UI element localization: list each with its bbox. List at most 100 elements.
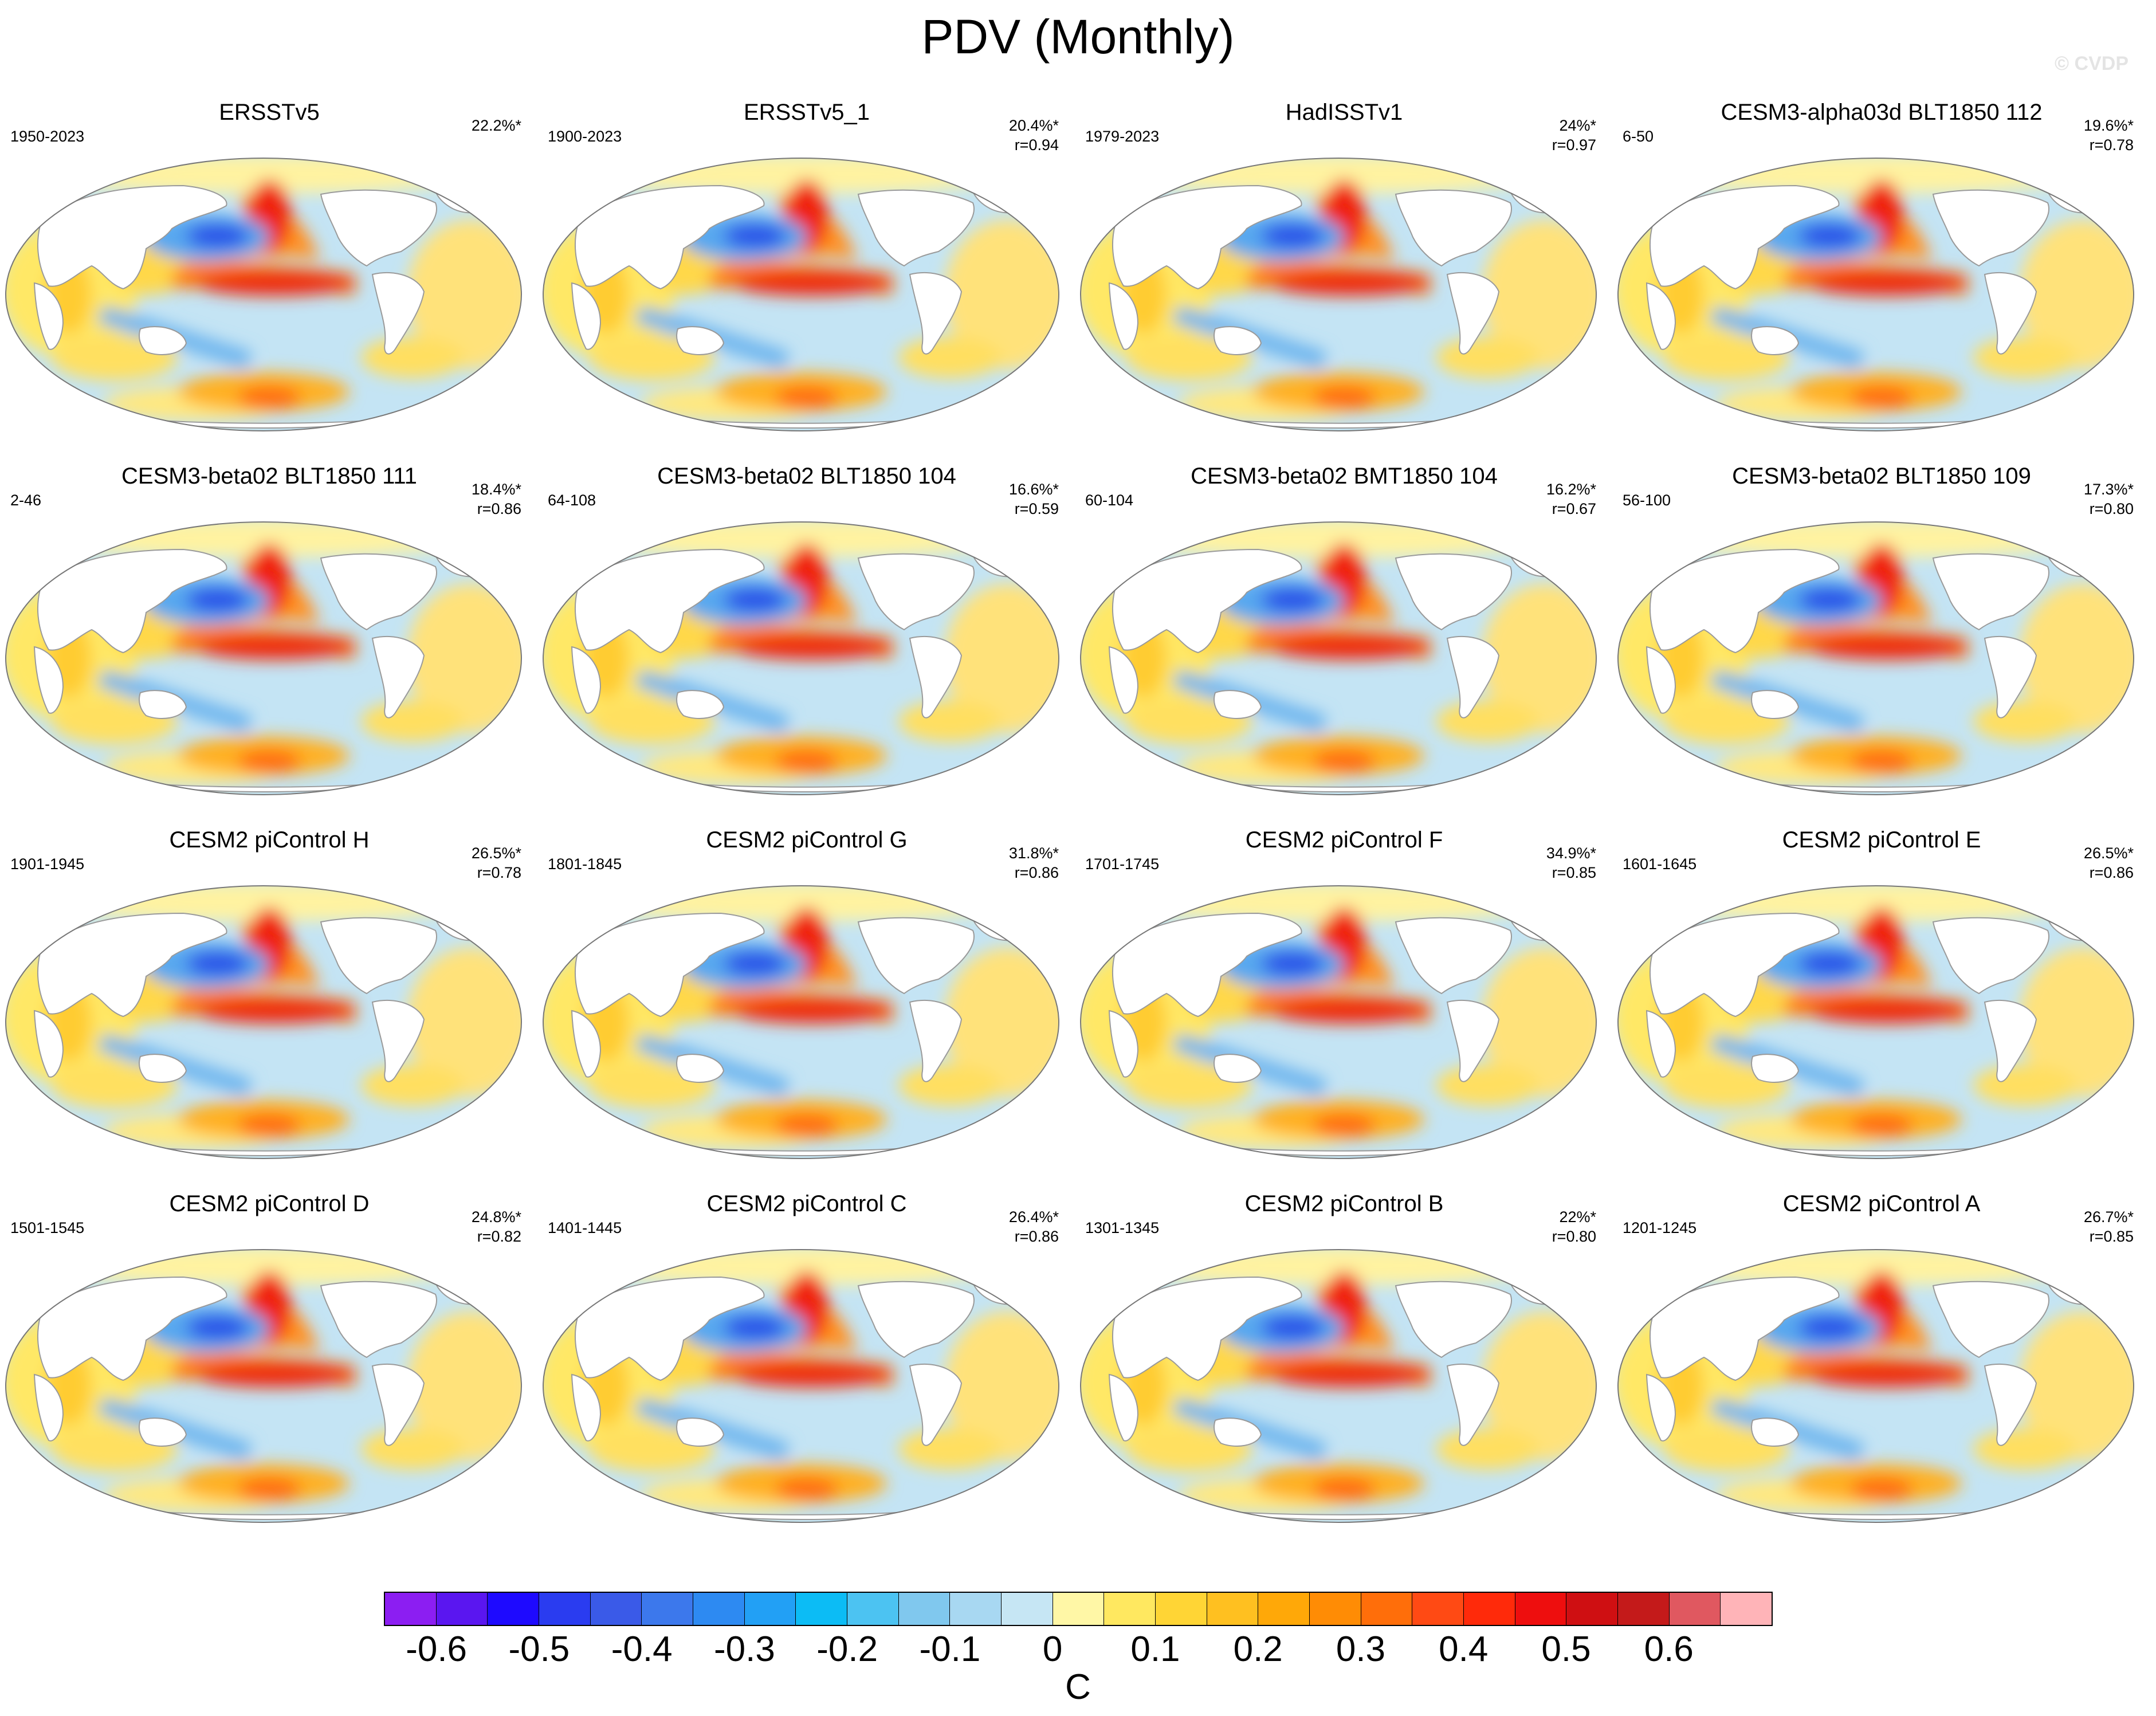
colorbar-swatch: [1361, 1593, 1413, 1625]
colorbar-tick-label: -0.5: [508, 1629, 570, 1669]
panel-title: CESM3-beta02 BLT1850 104: [657, 464, 956, 489]
panel-title: CESM2 piControl H: [169, 827, 370, 853]
sst-regression-map: [543, 521, 1059, 795]
map-panel: CESM3-beta02 BLT1850 109 56-100 17.3%* r=0.…: [1612, 462, 2151, 826]
sst-regression-map: [5, 521, 522, 795]
panel-variance-pct: 26.5%*: [2083, 845, 2134, 862]
panel-period: 1801-1845: [548, 855, 622, 873]
map-panel: CESM3-alpha03d BLT1850 112 6-50 19.6%* r=0.…: [1612, 99, 2151, 462]
colorbar-swatch: [539, 1593, 591, 1625]
panel-period: 64-108: [548, 492, 596, 509]
colorbar-swatch: [1721, 1593, 1772, 1625]
panel-variance-pct: 26.5%*: [471, 845, 521, 862]
sst-regression-map: [1617, 885, 2134, 1159]
sst-regression-map: [1617, 158, 2134, 431]
panel-stats: 26.5%* r=0.78: [472, 843, 521, 882]
panel-stats: 22.2%*: [472, 116, 521, 135]
map-panel: CESM2 piControl E 1601-1645 26.5%* r=0.86: [1612, 826, 2151, 1190]
panel-stats: 31.8%* r=0.86: [1009, 843, 1059, 882]
colorbar-swatch: [1053, 1593, 1105, 1625]
sst-regression-map: [543, 885, 1059, 1159]
panel-variance-pct: 24.8%*: [471, 1208, 521, 1226]
panel-variance-pct: 24%*: [1559, 117, 1596, 134]
colorbar-tick-label: 0.6: [1644, 1629, 1694, 1669]
map-panel: CESM2 piControl F 1701-1745 34.9%* r=0.85: [1075, 826, 1613, 1190]
panel-title: ERSSTv5_1: [743, 100, 870, 125]
colorbar-tick-label: -0.1: [919, 1629, 981, 1669]
colorbar-tick-label: 0.3: [1336, 1629, 1386, 1669]
panel-pattern-corr: r=0.82: [477, 1228, 521, 1245]
colorbar-unit: C: [1065, 1667, 1091, 1707]
panel-stats: 17.3%* r=0.80: [2084, 480, 2134, 519]
panel-period: 6-50: [1623, 128, 1654, 145]
map-panel: CESM3-beta02 BLT1850 111 2-46 18.4%* r=0.86: [0, 462, 539, 826]
colorbar-swatch: [1669, 1593, 1721, 1625]
sst-regression-map: [543, 1249, 1059, 1523]
colorbar-tick-label: -0.4: [611, 1629, 673, 1669]
panel-period: 1301-1345: [1085, 1219, 1160, 1236]
panel-title: CESM2 piControl F: [1245, 827, 1443, 853]
panel-variance-pct: 20.4%*: [1008, 117, 1059, 134]
colorbar-swatch: [436, 1593, 488, 1625]
panel-period: 1501-1545: [10, 1219, 85, 1236]
panel-title: CESM3-beta02 BLT1850 109: [1732, 464, 2031, 489]
panel-stats: 26.4%* r=0.86: [1009, 1207, 1059, 1246]
colorbar-swatch: [1104, 1593, 1156, 1625]
panel-title: CESM2 piControl E: [1782, 827, 1981, 853]
colorbar-swatch: [1207, 1593, 1259, 1625]
colorbar-swatch: [1515, 1593, 1567, 1625]
panel-title: HadISSTv1: [1285, 100, 1403, 125]
panel-pattern-corr: r=0.67: [1552, 500, 1596, 517]
panel-stats: 20.4%* r=0.94: [1009, 116, 1059, 155]
map-panel: CESM2 piControl H 1901-1945 26.5%* r=0.78: [0, 826, 539, 1190]
panel-period: 1900-2023: [548, 128, 622, 145]
panel-stats: 26.7%* r=0.85: [2084, 1207, 2134, 1246]
map-panel: CESM3-beta02 BLT1850 104 64-108 16.6%* r=0.…: [537, 462, 1076, 826]
panel-variance-pct: 16.6%*: [1008, 481, 1059, 498]
panel-variance-pct: 26.7%*: [2083, 1208, 2134, 1226]
colorbar-swatch: [1618, 1593, 1670, 1625]
colorbar-swatch: [1258, 1593, 1310, 1625]
map-panel: CESM3-beta02 BMT1850 104 60-104 16.2%* r=0.…: [1075, 462, 1613, 826]
panel-stats: 34.9%* r=0.85: [1546, 843, 1596, 882]
colorbar-tick-label: -0.6: [406, 1629, 468, 1669]
map-panel: CESM2 piControl D 1501-1545 24.8%* r=0.82: [0, 1190, 539, 1554]
panel-period: 60-104: [1085, 492, 1134, 509]
sst-regression-map: [5, 885, 522, 1159]
colorbar-swatch: [898, 1593, 951, 1625]
colorbar: [384, 1592, 1773, 1626]
panel-pattern-corr: r=0.80: [2089, 500, 2134, 517]
panel-title: CESM2 piControl B: [1244, 1191, 1444, 1216]
panel-pattern-corr: r=0.59: [1014, 500, 1059, 517]
panel-stats: 24.8%* r=0.82: [472, 1207, 521, 1246]
colorbar-swatch: [1464, 1593, 1515, 1625]
panel-title: CESM2 piControl A: [1782, 1191, 1981, 1216]
panel-pattern-corr: r=0.97: [1552, 136, 1596, 154]
colorbar-tick-label: 0.1: [1130, 1629, 1180, 1669]
sst-regression-map: [543, 158, 1059, 431]
panel-stats: 22%* r=0.80: [1552, 1207, 1596, 1246]
panel-pattern-corr: r=0.78: [2089, 136, 2134, 154]
panel-stats: 19.6%* r=0.78: [2084, 116, 2134, 155]
colorbar-swatch: [1156, 1593, 1207, 1625]
panel-variance-pct: 22.2%*: [471, 117, 521, 134]
panel-variance-pct: 26.4%*: [1008, 1208, 1059, 1226]
panel-pattern-corr: r=0.94: [1014, 136, 1059, 154]
map-panel: CESM2 piControl C 1401-1445 26.4%* r=0.86: [537, 1190, 1076, 1554]
colorbar-swatch: [1412, 1593, 1464, 1625]
colorbar-tick-label: 0.5: [1541, 1629, 1591, 1669]
panel-period: 1601-1645: [1623, 855, 1697, 873]
colorbar-tick-label: 0.2: [1233, 1629, 1283, 1669]
map-panel: ERSSTv5 1950-2023 22.2%*: [0, 99, 539, 462]
colorbar-swatch: [1566, 1593, 1619, 1625]
panel-period: 1401-1445: [548, 1219, 622, 1236]
sst-regression-map: [1080, 885, 1597, 1159]
panel-variance-pct: 18.4%*: [471, 481, 521, 498]
panel-title: CESM3-beta02 BMT1850 104: [1191, 464, 1498, 489]
map-panel: ERSSTv5_1 1900-2023 20.4%* r=0.94: [537, 99, 1076, 462]
map-panel: CESM2 piControl B 1301-1345 22%* r=0.80: [1075, 1190, 1613, 1554]
sst-regression-map: [5, 158, 522, 431]
sst-regression-map: [1080, 158, 1597, 431]
panel-period: 1950-2023: [10, 128, 85, 145]
map-panel: CESM2 piControl G 1801-1845 31.8%* r=0.86: [537, 826, 1076, 1190]
